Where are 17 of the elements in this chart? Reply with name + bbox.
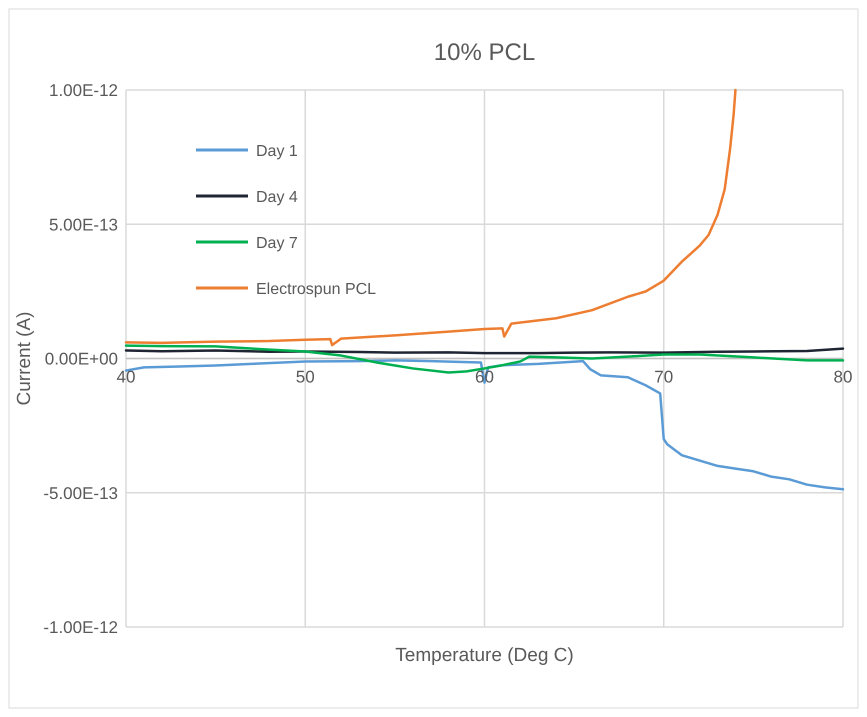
x-axis-title: Temperature (Deg C) [395, 645, 574, 666]
line-series [124, 88, 737, 346]
x-tick-label: 40 [116, 368, 136, 386]
y-tick-label: 1.00E-12 [49, 81, 118, 100]
y-axis-title: Current (A) [14, 312, 35, 406]
legend-label: Electrospun PCL [256, 281, 376, 298]
x-tick-label: 80 [834, 368, 852, 386]
chart-title: 10% PCL [434, 39, 536, 66]
legend-label: Day 4 [256, 189, 298, 206]
legend-label: Day 1 [256, 143, 298, 160]
y-tick-label: 5.00E-13 [49, 215, 118, 234]
y-tick-label: 0.00E+00 [44, 350, 118, 368]
y-tick-label: -5.00E-13 [43, 484, 118, 503]
x-tick-label: 70 [654, 368, 674, 386]
y-tick-label: -1.00E-12 [43, 618, 118, 637]
legend-label: Day 7 [256, 235, 298, 252]
x-tick-label: 50 [296, 368, 315, 386]
